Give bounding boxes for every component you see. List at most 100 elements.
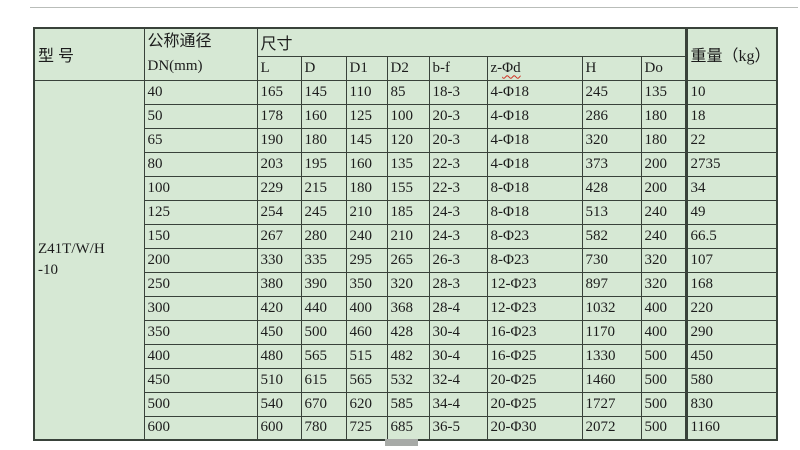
table-cell: 8-Φ23 xyxy=(486,247,583,273)
table-cell: 200 xyxy=(143,247,258,273)
table-cell: 210 xyxy=(386,223,430,249)
model-line2: -10 xyxy=(38,261,58,278)
spec-row-dn-400: 400 480 565 515 482 30-4 16-Φ25 1330 500 450 xyxy=(34,343,778,369)
table-cell: 585 xyxy=(386,391,430,417)
table-cell: 685 xyxy=(386,415,430,441)
table-cell: 460 xyxy=(345,319,388,345)
table-cell: 30-4 xyxy=(428,343,488,369)
table-cell: 2072 xyxy=(581,415,642,441)
col-header-weight: 重量（kg） xyxy=(684,27,778,81)
table-cell: 286 xyxy=(581,103,642,129)
table-cell: 200 xyxy=(640,151,687,177)
table-cell: 2735 xyxy=(684,151,778,177)
table-cell: 28-3 xyxy=(428,271,488,297)
table-cell: 145 xyxy=(345,127,388,153)
spec-row-dn-450: 450 510 615 565 532 32-4 20-Φ25 1460 500 580 xyxy=(34,367,778,393)
table-cell: 240 xyxy=(640,199,687,225)
table-cell: 40 xyxy=(143,79,258,105)
table-cell: 267 xyxy=(256,223,302,249)
table-cell: 16-Φ23 xyxy=(486,319,583,345)
table-cell: 135 xyxy=(640,79,687,105)
table-cell: 24-3 xyxy=(428,199,488,225)
bottom-artifact xyxy=(385,439,418,446)
table-cell: 513 xyxy=(581,199,642,225)
table-cell: 380 xyxy=(256,271,302,297)
table-cell: 500 xyxy=(640,391,687,417)
table-cell: 1160 xyxy=(684,415,778,441)
table-cell: 8-Φ23 xyxy=(486,223,583,249)
table-cell: 500 xyxy=(143,391,258,417)
table-cell: 320 xyxy=(581,127,642,153)
table-cell: 22-3 xyxy=(428,175,488,201)
col-header-model: 型 号 xyxy=(33,27,145,81)
table-cell: 12-Φ23 xyxy=(486,271,583,297)
table-cell: 565 xyxy=(300,343,347,369)
table-cell: 1330 xyxy=(581,343,642,369)
spec-row-dn-500: 500 540 670 620 585 34-4 20-Φ25 1727 500 830 xyxy=(34,391,778,417)
table-cell: 532 xyxy=(386,367,430,393)
table-cell: 373 xyxy=(581,151,642,177)
valve-spec-table: 型 号 公称通径 DN(mm) 尺寸 重量（kg） L D D1 D2 b-f z-Φd H… xyxy=(33,27,778,441)
table-cell: 165 xyxy=(256,79,302,105)
spec-row-dn-40: Z41T/W/H -10 40 165 145 110 85 18-3 4-Φ18 245 135 1… xyxy=(33,79,778,441)
table-cell: 350 xyxy=(143,319,258,345)
table-cell: 10 xyxy=(684,79,778,105)
table-cell: 440 xyxy=(300,295,347,321)
col-header-d: D xyxy=(300,55,347,81)
table-cell: 240 xyxy=(345,223,388,249)
col-header-z-phi-d: z-Φd xyxy=(486,55,583,81)
spec-row-dn-250: 250 380 390 350 320 28-3 12-Φ23 897 320 168 xyxy=(34,271,778,297)
table-cell: 180 xyxy=(300,127,347,153)
table-cell: 16-Φ25 xyxy=(486,343,583,369)
spec-row-dn-125: 125 254 245 210 185 24-3 8-Φ18 513 240 49 xyxy=(34,199,778,225)
table-cell: 36-5 xyxy=(428,415,488,441)
col-header-dn: 公称通径 DN(mm) xyxy=(143,27,258,81)
table-cell: 290 xyxy=(684,319,778,345)
table-cell: 8-Φ18 xyxy=(486,199,583,225)
table-cell: 8-Φ18 xyxy=(486,175,583,201)
table-cell: 180 xyxy=(640,103,687,129)
table-cell: 1460 xyxy=(581,367,642,393)
table-cell: 20-Φ25 xyxy=(486,391,583,417)
table-cell: 210 xyxy=(345,199,388,225)
table-cell: 245 xyxy=(581,79,642,105)
table-cell: 510 xyxy=(256,367,302,393)
table-cell: 320 xyxy=(640,271,687,297)
table-cell: 120 xyxy=(386,127,430,153)
table-cell: 18-3 xyxy=(428,79,488,105)
table-cell: 100 xyxy=(386,103,430,129)
table-cell: 540 xyxy=(256,391,302,417)
table-cell: 50 xyxy=(143,103,258,129)
spec-row-dn-50: 50 178 160 125 100 20-3 4-Φ18 286 180 18 xyxy=(34,103,778,129)
header-row-1: 型 号 公称通径 DN(mm) 尺寸 重量（kg） xyxy=(33,27,778,81)
table-cell: 229 xyxy=(256,175,302,201)
table-cell: 22-3 xyxy=(428,151,488,177)
table-cell: 565 xyxy=(345,367,388,393)
table-cell: 500 xyxy=(640,367,687,393)
table-cell: 30-4 xyxy=(428,319,488,345)
table-cell: 4-Φ18 xyxy=(486,79,583,105)
table-cell: 420 xyxy=(256,295,302,321)
table-cell: 400 xyxy=(640,295,687,321)
table-cell: 250 xyxy=(143,271,258,297)
table-cell: 203 xyxy=(256,151,302,177)
table-cell: 335 xyxy=(300,247,347,273)
table-cell: 582 xyxy=(581,223,642,249)
table-cell: 215 xyxy=(300,175,347,201)
table-cell: 107 xyxy=(684,247,778,273)
table-cell: 450 xyxy=(143,367,258,393)
table-cell: 500 xyxy=(640,415,687,441)
table-cell: 178 xyxy=(256,103,302,129)
table-cell: 482 xyxy=(386,343,430,369)
table-cell: 897 xyxy=(581,271,642,297)
table-cell: 600 xyxy=(143,415,258,441)
dn-header-line2: DN(mm) xyxy=(147,58,203,75)
table-cell: 320 xyxy=(386,271,430,297)
table-cell: 195 xyxy=(300,151,347,177)
table-cell: 190 xyxy=(256,127,302,153)
table-cell: 400 xyxy=(143,343,258,369)
spec-row-dn-150: 150 267 280 240 210 24-3 8-Φ23 582 240 66.5 xyxy=(34,223,778,249)
table-cell: 49 xyxy=(684,199,778,225)
table-cell: 265 xyxy=(386,247,430,273)
spec-row-dn-600: 600 600 780 725 685 36-5 20-Φ30 2072 500 1160 xyxy=(34,415,778,441)
